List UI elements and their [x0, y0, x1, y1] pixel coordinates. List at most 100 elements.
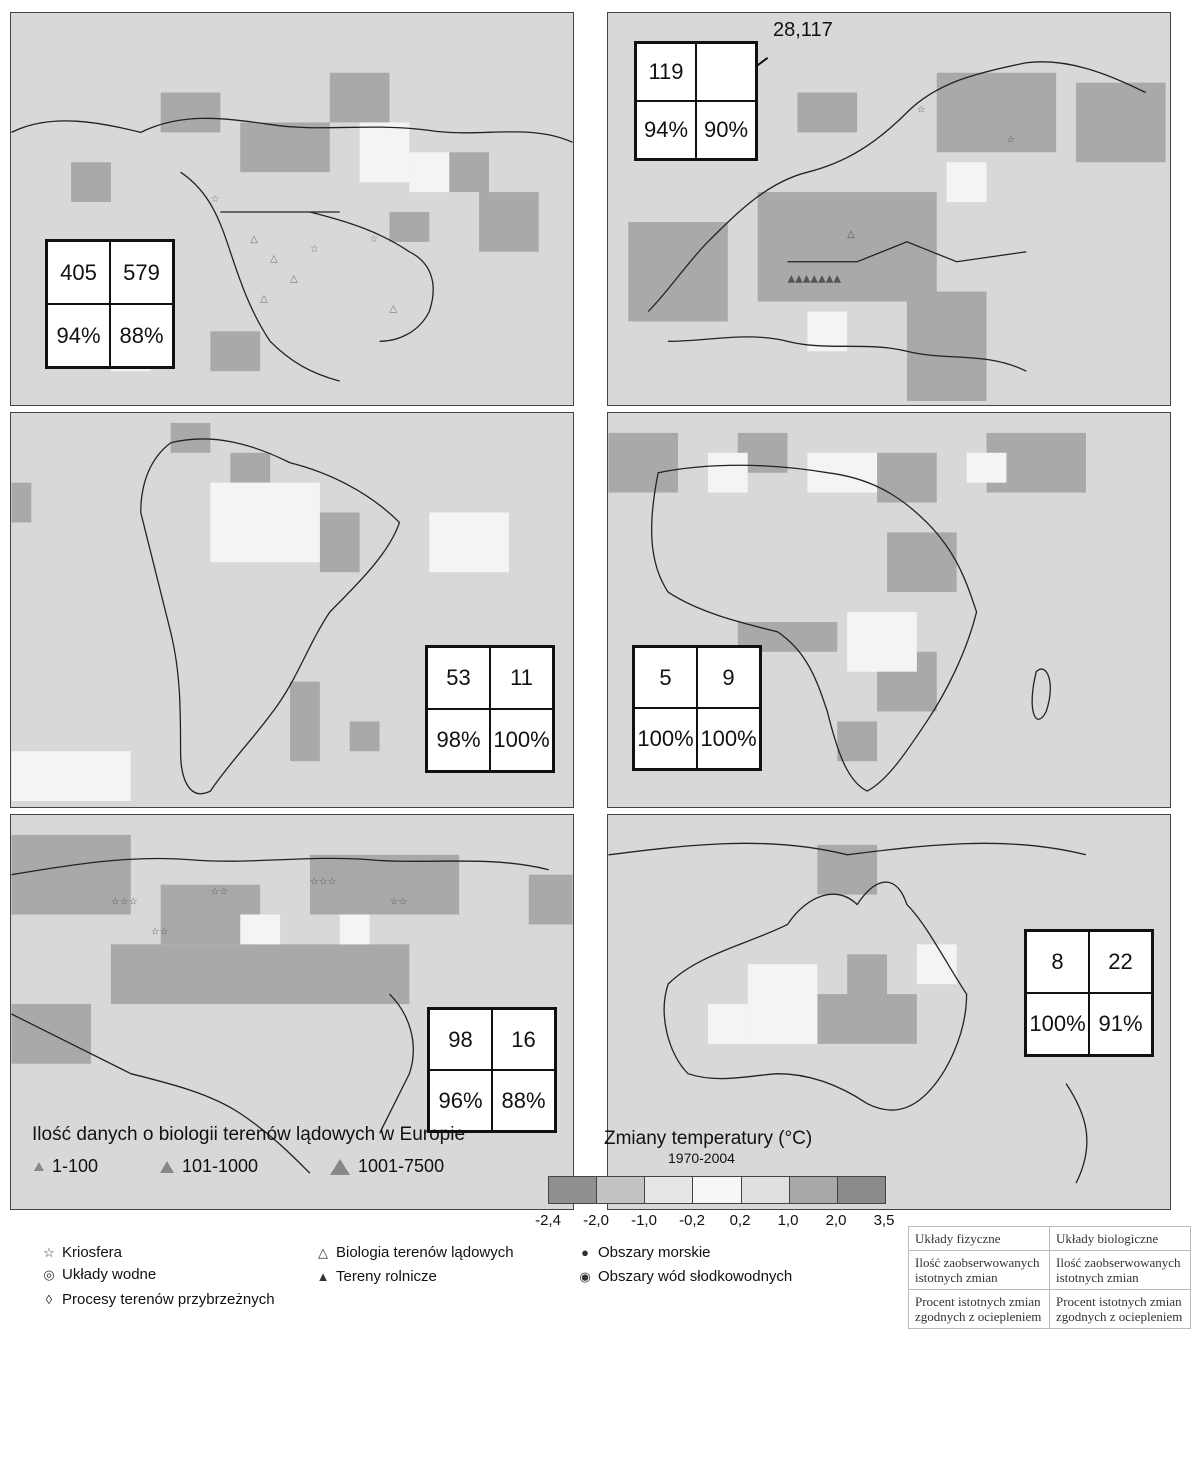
svg-text:☆: ☆ — [370, 234, 379, 245]
map-europe: ▲▲▲▲▲▲▲ △ ☆ ☆ 119 94% 90% 28,117 — [607, 12, 1171, 406]
scale-tick-label: -1,0 — [631, 1212, 657, 1229]
key-biological-percent: Procent istotnych zmian zgodnych z ociep… — [1049, 1289, 1191, 1329]
temperature-grid-south-america — [11, 422, 509, 802]
legend-label: Procesy terenów przybrzeżnych — [62, 1291, 275, 1308]
biological-percent: 100% — [490, 709, 553, 771]
star-icon: ☆ — [43, 1244, 55, 1260]
biological-percent: 100% — [697, 708, 760, 769]
physical-count: 53 — [427, 647, 490, 709]
legend-kriosfera: ☆ Kriosfera — [42, 1244, 122, 1261]
legend-uklady-wodne: ◎ Układy wodne — [42, 1266, 156, 1283]
stats-box-europe: 119 94% 90% — [634, 41, 758, 161]
disc-icon: ● — [581, 1245, 589, 1260]
legend-label: Układy wodne — [62, 1266, 157, 1283]
legend-label: Obszary wód słodkowodnych — [598, 1268, 793, 1285]
physical-count: 119 — [636, 43, 696, 101]
scale-period: 1970-2004 — [668, 1150, 735, 1166]
legend-obszary-wod: ◉ Obszary wód słodkowodnych — [578, 1268, 792, 1285]
svg-text:☆: ☆ — [310, 244, 319, 255]
scale-title: Zmiany temperatury (°C) — [604, 1128, 813, 1149]
count-label: 101-1000 — [182, 1156, 259, 1176]
svg-text:☆: ☆ — [210, 194, 219, 205]
svg-text:☆☆☆: ☆☆☆ — [310, 877, 337, 888]
map-africa: 5 9 100% 100% — [607, 412, 1171, 808]
temperature-grid-asia: ☆☆☆☆☆☆☆☆☆☆☆☆ — [11, 834, 573, 1174]
svg-text:△: △ — [390, 303, 398, 314]
scale-swatch — [597, 1177, 646, 1203]
map-asia: ☆☆☆ ☆☆ ☆☆☆ ☆☆ ☆☆ 98 16 96% 88% — [10, 814, 574, 1210]
svg-text:☆☆: ☆☆ — [390, 897, 408, 908]
stats-key-table: Układy fizyczne Układy biologiczne Ilość… — [908, 1226, 1191, 1329]
count-label: 1001-7500 — [358, 1156, 445, 1176]
biological-percent: 91% — [1089, 993, 1152, 1055]
biological-percent: 88% — [110, 304, 173, 367]
key-biological-header: Układy biologiczne — [1049, 1226, 1191, 1251]
svg-text:△: △ — [260, 294, 268, 305]
scale-tick-label: -0,2 — [679, 1212, 705, 1229]
triangle-filled-icon: ▲ — [316, 1269, 330, 1284]
scale-tick-label: 1,0 — [777, 1212, 799, 1229]
biological-count: 16 — [492, 1009, 555, 1070]
temperature-grid-europe: ▲▲▲▲▲▲▲ △ ☆ ☆ — [628, 56, 1166, 402]
scale-swatch — [741, 1177, 790, 1203]
legend-label: Obszary morskie — [598, 1244, 711, 1261]
physical-percent: 94% — [636, 101, 696, 159]
scale-swatch — [789, 1177, 838, 1203]
counts-legend-title: Ilość danych o biologii terenów lądowych… — [32, 1124, 466, 1145]
svg-text:▲▲▲▲▲▲▲: ▲▲▲▲▲▲▲ — [788, 274, 842, 285]
scale-tick-label: 2,0 — [825, 1212, 847, 1229]
legend-label: Kriosfera — [62, 1244, 123, 1261]
biological-count — [696, 43, 756, 101]
physical-count: 5 — [634, 647, 697, 708]
physical-percent: 100% — [634, 708, 697, 769]
key-physical-count: Ilość zaobserwowanych istotnych zmian — [908, 1250, 1050, 1290]
scale-tick-label: 0,2 — [729, 1212, 751, 1229]
physical-percent: 94% — [47, 304, 110, 367]
stats-box-africa: 5 9 100% 100% — [632, 645, 762, 771]
svg-text:△: △ — [270, 254, 278, 265]
legend-obszary-morskie: ● Obszary morskie — [578, 1244, 711, 1261]
scale-swatch — [693, 1177, 742, 1203]
scale-swatch — [837, 1177, 885, 1203]
scale-tick-label: -2,0 — [583, 1212, 609, 1229]
legend-label: Biologia terenów lądowych — [336, 1244, 514, 1261]
dotted-disc-icon: ◉ — [579, 1268, 591, 1284]
scale-swatch — [645, 1177, 694, 1203]
scale-tick-label: 3,5 — [873, 1212, 895, 1229]
key-biological-count: Ilość zaobserwowanych istotnych zmian — [1049, 1250, 1191, 1290]
legend-biologia: △ Biologia terenów lądowych — [316, 1244, 514, 1261]
biological-percent: 90% — [696, 101, 756, 159]
scale-swatch — [549, 1177, 598, 1203]
count-small: 1-100 — [34, 1156, 98, 1177]
legend-label: Tereny rolnicze — [336, 1268, 437, 1285]
svg-text:☆☆: ☆☆ — [210, 887, 228, 898]
stats-box-asia: 98 16 96% 88% — [427, 1007, 557, 1133]
physical-percent: 100% — [1026, 993, 1089, 1055]
scale-tick-label: -2,4 — [535, 1212, 561, 1229]
biological-count: 22 — [1089, 931, 1152, 993]
map-north-america: △ △ △ △ ☆ ☆ ☆ △ 405 579 94% 88% — [10, 12, 574, 406]
svg-text:☆: ☆ — [917, 104, 926, 115]
large-triangle-icon — [330, 1158, 350, 1175]
count-label: 1-100 — [52, 1156, 99, 1176]
svg-text:△: △ — [250, 234, 258, 245]
legend-tereny-rolnicze: ▲ Tereny rolnicze — [316, 1268, 437, 1285]
count-medium: 101-1000 — [160, 1156, 258, 1177]
biological-percent: 88% — [492, 1070, 555, 1131]
svg-text:☆: ☆ — [1006, 134, 1015, 145]
triangle-outline-icon: △ — [318, 1244, 328, 1260]
svg-text:☆☆: ☆☆ — [151, 926, 169, 937]
biological-count: 579 — [110, 241, 173, 304]
count-large: 1001-7500 — [330, 1156, 444, 1177]
europe-callout-label: 28,117 — [773, 19, 833, 41]
key-physical-percent: Procent istotnych zmian zgodnych z ociep… — [908, 1289, 1050, 1329]
temperature-grid-north-america: △ △ △ △ ☆ ☆ ☆ △ — [11, 72, 573, 382]
stats-box-australia: 8 22 100% 91% — [1024, 929, 1154, 1057]
physical-count: 8 — [1026, 931, 1089, 993]
medium-triangle-icon — [160, 1160, 174, 1173]
physical-percent: 96% — [429, 1070, 492, 1131]
temperature-scale-bar — [548, 1176, 886, 1204]
svg-text:△: △ — [847, 229, 855, 240]
physical-percent: 98% — [427, 709, 490, 771]
biological-count: 11 — [490, 647, 553, 709]
